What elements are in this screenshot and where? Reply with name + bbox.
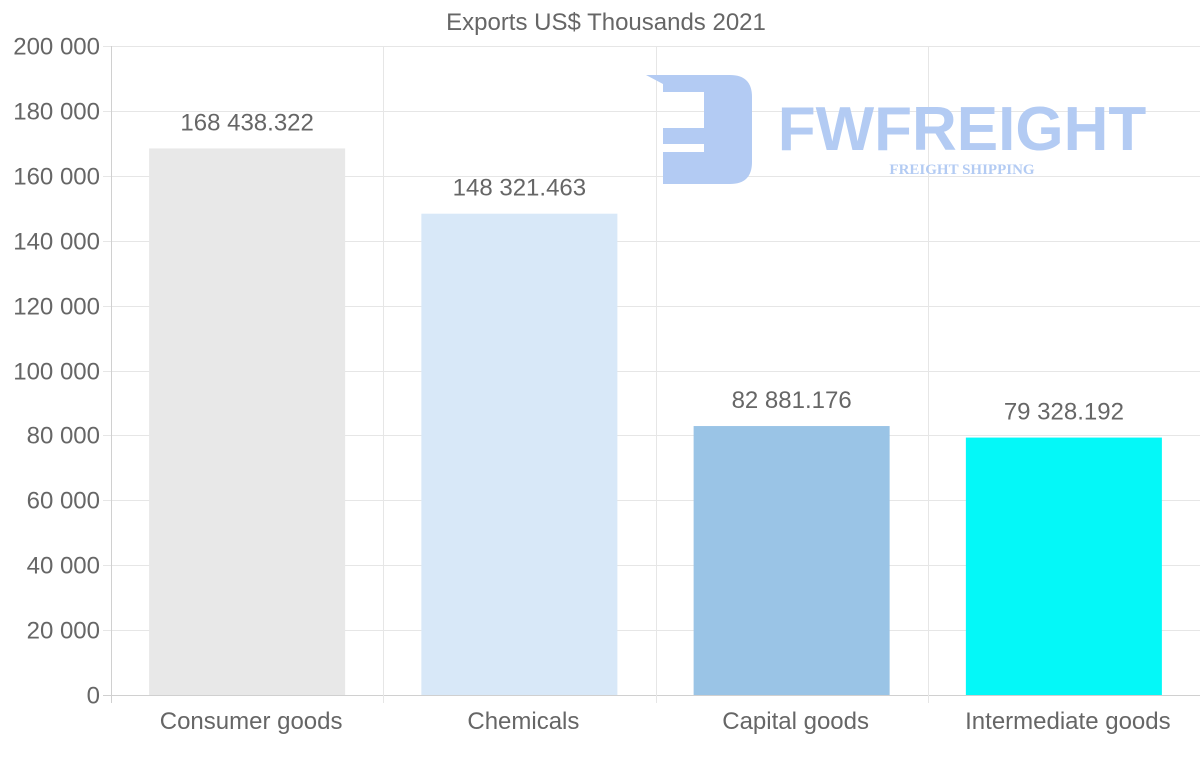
y-tick-label: 160 000 — [13, 164, 100, 191]
y-tick-label: 120 000 — [13, 294, 100, 321]
y-tick-label: 200 000 — [13, 34, 100, 61]
y-tick-label: 100 000 — [13, 359, 100, 386]
bar-capital-goods — [693, 426, 890, 695]
x-tick-label: Consumer goods — [160, 708, 343, 735]
y-axis: 0 20 000 40 000 60 000 80 000 100 000 120 000 1… — [13, 34, 100, 710]
x-tick-label: Capital goods — [722, 708, 869, 735]
data-label: 82 881.176 — [732, 387, 852, 414]
chart-title: Exports US$ Thousands 2021 — [446, 9, 766, 36]
data-label: 168 438.322 — [180, 109, 313, 136]
watermark-brand: FWFREIGHT — [778, 95, 1147, 164]
y-tick-label: 140 000 — [13, 229, 100, 256]
x-axis: Consumer goods Chemicals Capital goods Inte… — [160, 708, 1171, 735]
logo-mark-icon — [646, 75, 752, 184]
y-tick-label: 80 000 — [27, 423, 100, 450]
y-tick-label: 180 000 — [13, 99, 100, 126]
y-tick-label: 0 — [87, 683, 100, 710]
bar-chemicals — [421, 213, 618, 696]
y-tick-label: 60 000 — [27, 488, 100, 515]
data-label: 148 321.463 — [453, 175, 586, 202]
bar-consumer-goods — [149, 148, 346, 695]
bar-intermediate-goods — [965, 437, 1162, 695]
bars: 168 438.322 148 321.463 82 881.176 79 328.1… — [149, 109, 1162, 696]
watermark-tagline: FREIGHT SHIPPING — [889, 162, 1034, 178]
data-label: 79 328.192 — [1004, 399, 1124, 426]
watermark-logo: FWFREIGHT FREIGHT SHIPPING — [646, 75, 1146, 184]
x-tick-label: Intermediate goods — [965, 708, 1170, 735]
y-tick-label: 20 000 — [27, 618, 100, 645]
y-tick-label: 40 000 — [27, 553, 100, 580]
x-tick-label: Chemicals — [467, 708, 579, 735]
